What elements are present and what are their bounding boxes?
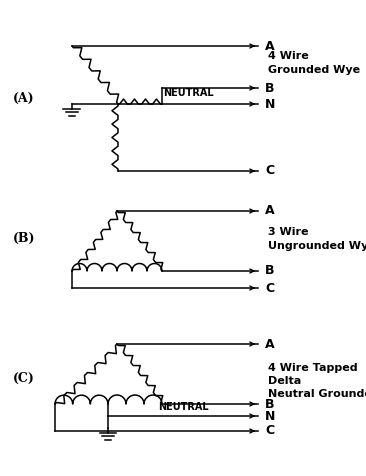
Text: N: N xyxy=(265,98,275,110)
Text: A: A xyxy=(265,337,274,350)
Text: C: C xyxy=(265,425,274,437)
Text: C: C xyxy=(265,165,274,178)
Text: (C): (C) xyxy=(13,371,35,385)
Text: B: B xyxy=(265,81,274,95)
Text: B: B xyxy=(265,265,274,278)
Text: A: A xyxy=(265,205,274,218)
Text: 4 Wire
Grounded Wye: 4 Wire Grounded Wye xyxy=(268,51,360,75)
Text: N: N xyxy=(265,409,275,423)
Text: 3 Wire
Ungrounded Wye: 3 Wire Ungrounded Wye xyxy=(268,228,366,250)
Text: A: A xyxy=(265,40,274,52)
Text: (B): (B) xyxy=(13,231,36,245)
Text: NEUTRAL: NEUTRAL xyxy=(158,401,208,411)
Text: (A): (A) xyxy=(13,91,35,105)
Text: C: C xyxy=(265,281,274,295)
Text: B: B xyxy=(265,397,274,410)
Text: NEUTRAL: NEUTRAL xyxy=(163,89,213,99)
Text: 4 Wire Tapped
Delta
Neutral Grounded: 4 Wire Tapped Delta Neutral Grounded xyxy=(268,363,366,399)
